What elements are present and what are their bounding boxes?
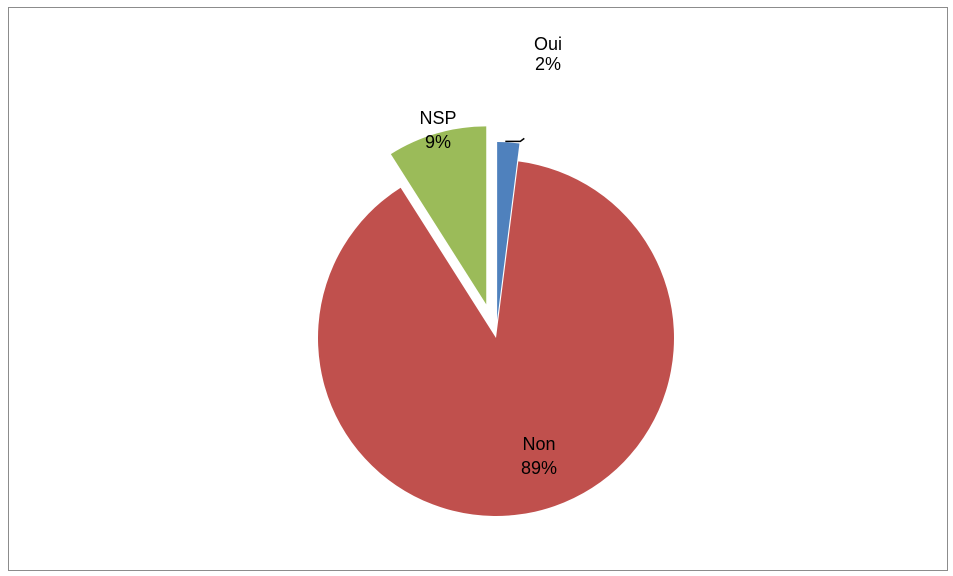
pie-slice-oui bbox=[497, 142, 520, 321]
leader-line-oui bbox=[505, 137, 525, 143]
leader-lines bbox=[505, 137, 525, 143]
pie-slice-nsp bbox=[390, 126, 487, 305]
slice-value-label-oui: 2% bbox=[535, 54, 561, 74]
pie-slices bbox=[318, 126, 674, 517]
slice-category-label-oui: Oui bbox=[534, 34, 562, 54]
pie-slice-non bbox=[318, 161, 674, 517]
slice-value-label-nsp: 9% bbox=[425, 132, 451, 152]
slice-value-label-non: 89% bbox=[521, 458, 557, 478]
slice-category-label-nsp: NSP bbox=[419, 108, 456, 128]
slice-category-label-non: Non bbox=[522, 434, 555, 454]
